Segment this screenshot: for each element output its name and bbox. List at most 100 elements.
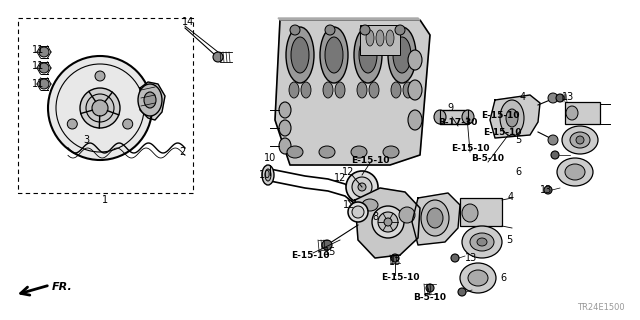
Ellipse shape bbox=[352, 206, 364, 218]
Ellipse shape bbox=[566, 106, 578, 120]
Ellipse shape bbox=[325, 25, 335, 35]
Text: 13: 13 bbox=[540, 185, 552, 195]
Polygon shape bbox=[355, 188, 420, 258]
Ellipse shape bbox=[67, 119, 77, 129]
Ellipse shape bbox=[265, 169, 271, 181]
Ellipse shape bbox=[325, 37, 343, 73]
Text: 13: 13 bbox=[389, 257, 401, 267]
Ellipse shape bbox=[386, 30, 394, 46]
Text: B-17-30: B-17-30 bbox=[438, 117, 477, 126]
Ellipse shape bbox=[544, 186, 552, 194]
Ellipse shape bbox=[369, 82, 379, 98]
Ellipse shape bbox=[468, 270, 488, 286]
Ellipse shape bbox=[393, 37, 411, 73]
Ellipse shape bbox=[323, 82, 333, 98]
Ellipse shape bbox=[80, 88, 120, 128]
Ellipse shape bbox=[376, 30, 384, 46]
Text: 13: 13 bbox=[562, 92, 574, 102]
Ellipse shape bbox=[460, 263, 496, 293]
Ellipse shape bbox=[286, 27, 314, 83]
Text: 11: 11 bbox=[32, 45, 44, 55]
Bar bbox=[460, 198, 502, 226]
Ellipse shape bbox=[354, 27, 382, 83]
Ellipse shape bbox=[427, 208, 443, 228]
Ellipse shape bbox=[408, 50, 422, 70]
Ellipse shape bbox=[391, 254, 399, 262]
Text: 13: 13 bbox=[465, 253, 477, 263]
Ellipse shape bbox=[279, 138, 291, 154]
Ellipse shape bbox=[357, 82, 367, 98]
Text: 8: 8 bbox=[372, 212, 378, 222]
Text: 12: 12 bbox=[342, 167, 354, 177]
Ellipse shape bbox=[470, 233, 494, 251]
Ellipse shape bbox=[86, 94, 114, 122]
Text: 5: 5 bbox=[506, 235, 512, 245]
Ellipse shape bbox=[279, 102, 291, 118]
Ellipse shape bbox=[322, 240, 332, 250]
Ellipse shape bbox=[39, 79, 49, 89]
Ellipse shape bbox=[462, 226, 502, 258]
Ellipse shape bbox=[144, 92, 156, 108]
Ellipse shape bbox=[366, 30, 374, 46]
Ellipse shape bbox=[395, 25, 405, 35]
Ellipse shape bbox=[556, 94, 564, 102]
Ellipse shape bbox=[548, 135, 558, 145]
Text: 9: 9 bbox=[447, 103, 453, 113]
Text: E-15-10: E-15-10 bbox=[451, 143, 489, 153]
Ellipse shape bbox=[301, 82, 311, 98]
Text: TR24E1500: TR24E1500 bbox=[577, 303, 625, 312]
Text: 11: 11 bbox=[32, 79, 44, 89]
Text: B-5-10: B-5-10 bbox=[413, 293, 447, 302]
Ellipse shape bbox=[335, 82, 345, 98]
Text: 10: 10 bbox=[259, 170, 271, 180]
Text: 10: 10 bbox=[264, 153, 276, 163]
Ellipse shape bbox=[562, 126, 598, 154]
Text: E-15-10: E-15-10 bbox=[381, 274, 419, 283]
Text: 3: 3 bbox=[83, 135, 89, 145]
Ellipse shape bbox=[462, 110, 474, 124]
Text: FR.: FR. bbox=[52, 282, 73, 292]
Text: 6: 6 bbox=[500, 273, 506, 283]
Text: 5: 5 bbox=[515, 135, 521, 145]
Ellipse shape bbox=[372, 206, 404, 238]
Ellipse shape bbox=[346, 171, 378, 203]
Ellipse shape bbox=[123, 119, 132, 129]
Ellipse shape bbox=[39, 47, 49, 57]
Text: 4: 4 bbox=[520, 92, 526, 102]
Ellipse shape bbox=[557, 158, 593, 186]
Ellipse shape bbox=[320, 27, 348, 83]
Text: 15: 15 bbox=[324, 247, 336, 257]
Text: 4: 4 bbox=[508, 192, 514, 202]
Polygon shape bbox=[412, 193, 460, 245]
Ellipse shape bbox=[92, 100, 108, 116]
Ellipse shape bbox=[384, 218, 392, 226]
Ellipse shape bbox=[351, 146, 367, 158]
Ellipse shape bbox=[352, 177, 372, 197]
Ellipse shape bbox=[362, 199, 378, 211]
Text: E-15-10: E-15-10 bbox=[481, 110, 519, 119]
Ellipse shape bbox=[408, 110, 422, 130]
Text: 6: 6 bbox=[515, 167, 521, 177]
Ellipse shape bbox=[548, 93, 558, 103]
Text: 1: 1 bbox=[102, 195, 108, 205]
Bar bbox=[565, 102, 600, 124]
Ellipse shape bbox=[378, 212, 398, 232]
Ellipse shape bbox=[291, 37, 309, 73]
Ellipse shape bbox=[383, 146, 399, 158]
Ellipse shape bbox=[289, 82, 299, 98]
Ellipse shape bbox=[576, 136, 584, 144]
Text: 2: 2 bbox=[179, 147, 185, 157]
Ellipse shape bbox=[403, 82, 413, 98]
Ellipse shape bbox=[360, 25, 370, 35]
Text: 12: 12 bbox=[334, 173, 346, 183]
Ellipse shape bbox=[359, 37, 377, 73]
Polygon shape bbox=[490, 95, 540, 138]
Ellipse shape bbox=[290, 25, 300, 35]
Text: B-5-10: B-5-10 bbox=[472, 154, 504, 163]
Ellipse shape bbox=[506, 109, 518, 127]
Text: 11: 11 bbox=[32, 61, 44, 71]
Bar bbox=[440, 110, 468, 124]
Ellipse shape bbox=[426, 284, 434, 292]
Polygon shape bbox=[275, 20, 430, 165]
Ellipse shape bbox=[570, 132, 590, 148]
